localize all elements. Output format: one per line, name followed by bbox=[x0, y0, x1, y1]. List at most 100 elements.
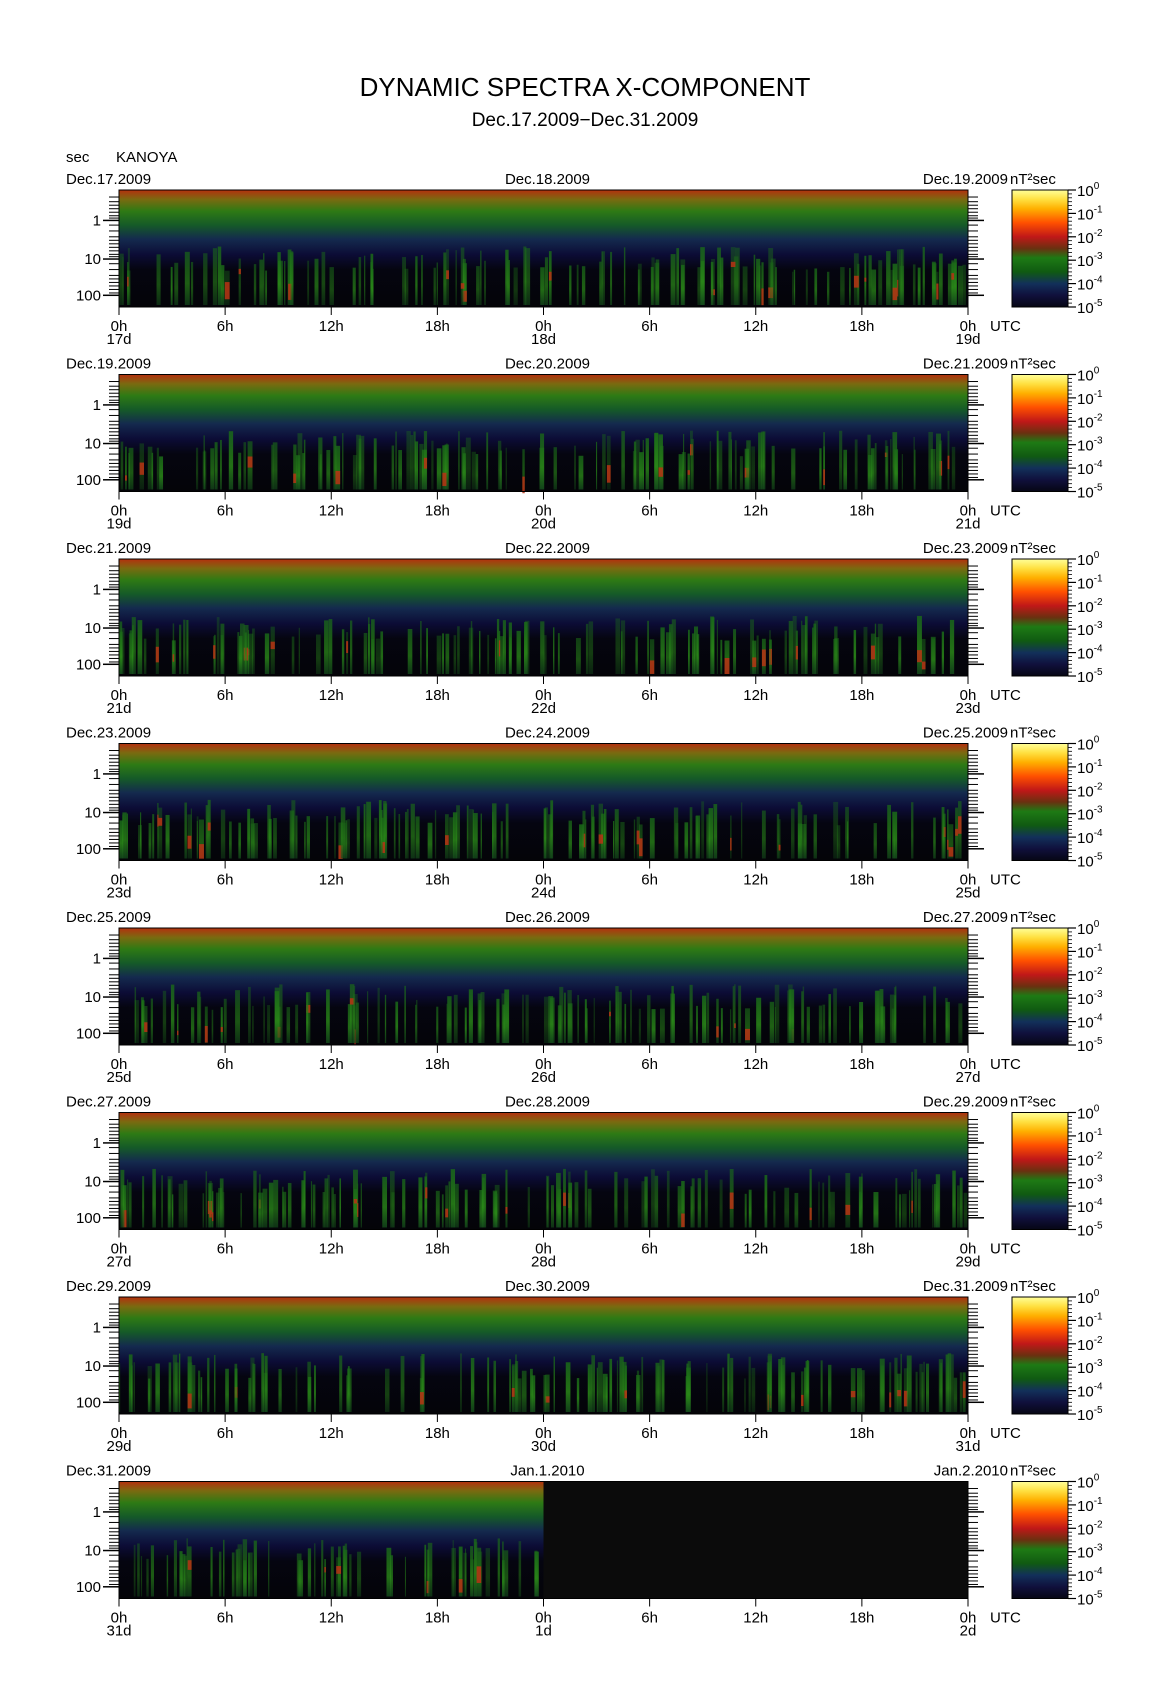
spectrogram-texture bbox=[548, 814, 552, 859]
panel-date-left: Dec.31.2009 bbox=[66, 1463, 151, 1480]
spectrogram-texture bbox=[632, 451, 637, 490]
colorbar-tick-label: 10-2 bbox=[1077, 1335, 1103, 1354]
spectrogram-texture bbox=[184, 251, 190, 305]
spectrogram-texture bbox=[921, 638, 926, 674]
spectrogram-texture bbox=[444, 444, 449, 490]
spectrogram-texture bbox=[616, 1360, 619, 1412]
y-tick-label: 10 bbox=[84, 1174, 101, 1191]
spectrogram-texture bbox=[722, 1367, 725, 1412]
x-tick-label: 6h bbox=[217, 872, 234, 889]
x-tick-label: 12h bbox=[319, 503, 344, 520]
spectrogram-texture bbox=[954, 258, 957, 305]
spectrogram-texture bbox=[235, 990, 240, 1043]
spectrogram-texture bbox=[205, 805, 209, 859]
spectrogram-texture bbox=[262, 1188, 268, 1228]
spectrogram-texture bbox=[252, 1363, 254, 1412]
spectrogram-texture bbox=[716, 1026, 719, 1038]
spectrogram-texture bbox=[333, 1194, 336, 1228]
spectrogram-texture bbox=[638, 1008, 641, 1043]
spectrogram-texture bbox=[171, 1194, 174, 1228]
spectrogram-texture bbox=[279, 984, 283, 1043]
y-tick-label: 1 bbox=[93, 766, 101, 783]
spectrogram-texture bbox=[751, 1367, 756, 1412]
x-tick-label: 18h bbox=[849, 872, 874, 889]
spectrogram-texture bbox=[274, 987, 280, 1043]
colorbar-unit: nT²sec bbox=[1010, 356, 1056, 373]
spectrogram-texture bbox=[531, 1375, 536, 1412]
spectrogram-texture bbox=[445, 270, 449, 280]
spectrogram-texture bbox=[413, 431, 416, 490]
spectrogram-texture bbox=[845, 806, 849, 859]
spectrogram-texture bbox=[647, 995, 651, 1043]
spectrogram-texture bbox=[690, 438, 694, 490]
x-tick-label: 0h bbox=[960, 1241, 977, 1258]
panel-date-right: Dec.23.2009 bbox=[923, 540, 1008, 557]
colorbar-tick-label: 10-2 bbox=[1077, 412, 1103, 431]
spectrogram-texture bbox=[933, 1184, 938, 1228]
spectrogram-texture bbox=[162, 990, 167, 1043]
spectrogram-texture bbox=[252, 1005, 254, 1043]
spectrogram-texture bbox=[820, 1360, 823, 1412]
spectrogram-texture bbox=[472, 809, 474, 859]
colorbar-tick-label: 10-3 bbox=[1077, 989, 1103, 1008]
spectrogram-texture bbox=[801, 1371, 804, 1412]
spectrogram-texture bbox=[734, 440, 737, 490]
spectrogram-texture bbox=[200, 1377, 203, 1412]
spectrogram-texture bbox=[540, 621, 545, 674]
y-tick-label: 10 bbox=[84, 436, 101, 453]
spectrogram-texture bbox=[128, 1182, 132, 1228]
spectrogram-texture bbox=[895, 985, 897, 1043]
x-tick-label: 18h bbox=[425, 1241, 450, 1258]
spectrogram-texture bbox=[801, 991, 804, 1043]
spectrogram-texture bbox=[146, 1558, 149, 1597]
spectrogram-texture bbox=[515, 1361, 519, 1412]
spectrogram-texture bbox=[822, 1182, 825, 1228]
spectrogram-texture bbox=[639, 838, 643, 857]
spectrogram-texture bbox=[378, 800, 382, 859]
spectrogram-texture bbox=[525, 994, 529, 1043]
spectrogram-texture bbox=[789, 989, 795, 1043]
spectrogram-texture bbox=[932, 1184, 934, 1228]
spectrogram-texture bbox=[828, 994, 831, 1043]
spectrogram-texture bbox=[238, 822, 241, 859]
y-tick-label: 100 bbox=[76, 1579, 101, 1596]
spectrogram-texture bbox=[523, 246, 527, 305]
spectrogram-texture bbox=[427, 822, 433, 859]
day-label-end: 27d bbox=[955, 1069, 980, 1086]
spectrogram-texture bbox=[203, 253, 208, 305]
spectrogram-texture bbox=[671, 985, 674, 1043]
spectrogram-texture bbox=[906, 1355, 912, 1412]
spectrogram-texture bbox=[928, 431, 933, 490]
spectrogram-texture bbox=[609, 1011, 611, 1017]
spectrogram-texture bbox=[543, 808, 547, 859]
spectrogram-texture bbox=[752, 640, 757, 674]
colorbar-tick-label: 10-3 bbox=[1077, 436, 1103, 455]
spectrogram-texture bbox=[818, 1005, 823, 1043]
spectrogram-texture bbox=[174, 1362, 179, 1412]
spectrogram-texture bbox=[327, 1174, 330, 1228]
spectrogram-texture bbox=[410, 803, 415, 859]
y-axis-unit: sec bbox=[66, 149, 90, 166]
spectrogram-texture bbox=[238, 268, 241, 275]
spectrogram-texture bbox=[209, 1210, 212, 1218]
spectrogram-texture bbox=[198, 844, 204, 859]
x-tick-label: 6h bbox=[641, 1610, 658, 1627]
spectrogram-texture bbox=[951, 273, 955, 280]
spectrogram-texture bbox=[505, 1169, 508, 1228]
spectrogram-texture bbox=[395, 1001, 399, 1043]
spectrogram-texture bbox=[352, 455, 358, 490]
spectrogram-texture bbox=[122, 1210, 127, 1228]
spectrogram-texture bbox=[574, 1182, 579, 1228]
spectrogram-texture bbox=[850, 1391, 856, 1398]
spectrogram-texture bbox=[812, 627, 814, 674]
spectrogram-texture bbox=[720, 639, 723, 674]
colorbar-tick-label: 10-1 bbox=[1077, 758, 1103, 777]
spectrogram-texture bbox=[840, 267, 845, 305]
spectrogram-texture bbox=[183, 1180, 188, 1228]
spectrogram-texture bbox=[724, 640, 730, 674]
spectrogram-texture bbox=[649, 660, 655, 674]
panel-date-left: Dec.23.2009 bbox=[66, 725, 151, 742]
spectrogram-panel: Dec.31.2009 Jan.1.2010 Jan.2.2010 nT²sec 1 10… bbox=[66, 1463, 1103, 1640]
spectrogram-texture bbox=[593, 998, 595, 1043]
spectrogram-texture bbox=[891, 1008, 896, 1043]
